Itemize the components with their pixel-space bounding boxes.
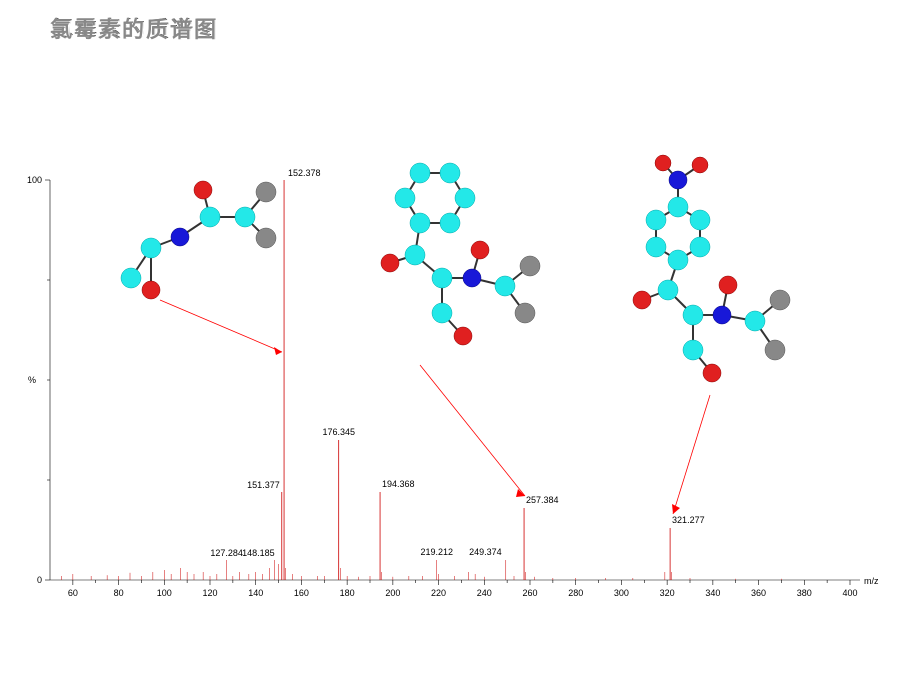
xlabel: m/z bbox=[864, 576, 879, 586]
svg-text:100: 100 bbox=[157, 588, 172, 598]
svg-text:280: 280 bbox=[568, 588, 583, 598]
svg-text:240: 240 bbox=[477, 588, 492, 598]
molecule-frag-152 bbox=[118, 175, 283, 315]
svg-text:380: 380 bbox=[797, 588, 812, 598]
svg-text:257.384: 257.384 bbox=[526, 495, 559, 505]
svg-text:219.212: 219.212 bbox=[420, 547, 453, 557]
svg-text:260: 260 bbox=[522, 588, 537, 598]
molecule-frag-321 bbox=[600, 155, 810, 395]
svg-text:151.377: 151.377 bbox=[247, 480, 280, 490]
ytick-100: 100 bbox=[27, 175, 42, 185]
svg-text:200: 200 bbox=[385, 588, 400, 598]
ytick-0: 0 bbox=[37, 575, 42, 585]
svg-text:152.378: 152.378 bbox=[288, 168, 321, 178]
svg-text:400: 400 bbox=[842, 588, 857, 598]
svg-text:140: 140 bbox=[248, 588, 263, 598]
ylabel-pct: % bbox=[28, 375, 36, 385]
svg-text:321.277: 321.277 bbox=[672, 515, 705, 525]
svg-text:60: 60 bbox=[68, 588, 78, 598]
svg-text:249.374: 249.374 bbox=[469, 547, 502, 557]
svg-text:120: 120 bbox=[202, 588, 217, 598]
molecule-frag-257 bbox=[365, 158, 565, 368]
svg-text:220: 220 bbox=[431, 588, 446, 598]
svg-text:320: 320 bbox=[660, 588, 675, 598]
svg-text:360: 360 bbox=[751, 588, 766, 598]
svg-text:127.284: 127.284 bbox=[210, 548, 243, 558]
svg-text:148.185: 148.185 bbox=[242, 548, 275, 558]
x-ticks: 60 80 100 120 140 160 180 200 220 240 260 280 300 320… bbox=[68, 580, 858, 598]
svg-text:300: 300 bbox=[614, 588, 629, 598]
svg-text:340: 340 bbox=[705, 588, 720, 598]
spectrum-title: 氯霉素的质谱图 bbox=[50, 12, 218, 44]
svg-text:180: 180 bbox=[340, 588, 355, 598]
svg-text:160: 160 bbox=[294, 588, 309, 598]
svg-text:176.345: 176.345 bbox=[323, 427, 356, 437]
svg-text:194.368: 194.368 bbox=[382, 479, 415, 489]
svg-text:80: 80 bbox=[114, 588, 124, 598]
